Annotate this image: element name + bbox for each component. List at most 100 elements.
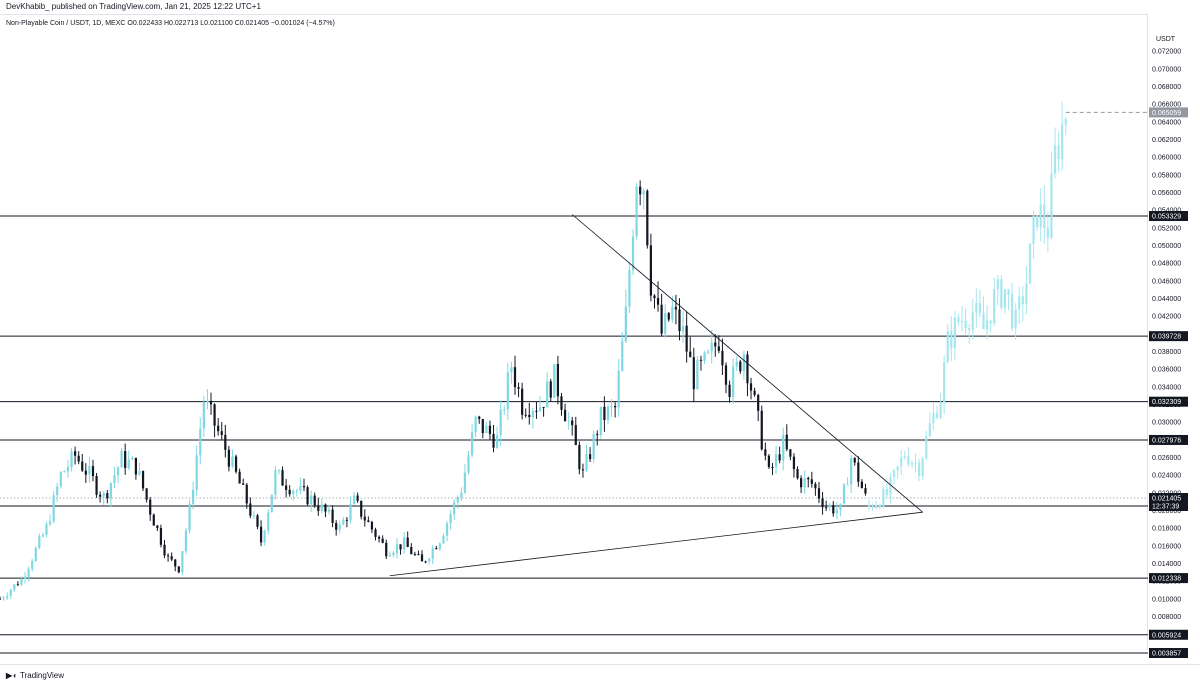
price-candle-body bbox=[445, 523, 449, 536]
price-candle-body bbox=[792, 456, 796, 470]
price-candle-body bbox=[281, 470, 284, 486]
trendline bbox=[389, 511, 923, 577]
price-candle-body bbox=[77, 455, 80, 462]
price-candle-body bbox=[134, 457, 138, 475]
price-candle-body bbox=[127, 459, 130, 468]
price-candle-body bbox=[760, 410, 763, 450]
chart-area[interactable]: 0.072000 0.070000 0.068000 0.066000 0.064000… bbox=[0, 14, 1188, 659]
price-candle-body bbox=[195, 455, 198, 490]
price-candle-body bbox=[449, 514, 452, 524]
projection-candle-body bbox=[975, 303, 978, 313]
price-candle-body bbox=[603, 406, 606, 420]
price-candle-body bbox=[338, 524, 341, 530]
projection-candle-body bbox=[921, 458, 924, 477]
trendline bbox=[571, 214, 923, 513]
projection-candle-body bbox=[928, 423, 931, 437]
price-candle-body bbox=[681, 325, 685, 332]
tradingview-logo[interactable]: ▶◖ TradingView bbox=[6, 671, 64, 680]
price-candle-body bbox=[138, 471, 141, 475]
price-candle-body bbox=[270, 494, 273, 513]
price-candle-body bbox=[192, 489, 195, 504]
price-candle-body bbox=[109, 483, 112, 499]
symbol-name: Non-Playable Coin / USDT, 1D, MEXC bbox=[6, 20, 126, 27]
countdown-tag: 12:37:39 bbox=[1152, 504, 1179, 511]
price-candle-body bbox=[292, 491, 295, 495]
symbol-legend: Non-Playable Coin / USDT, 1D, MEXC O0.02… bbox=[6, 20, 335, 27]
price-candle-body bbox=[38, 536, 41, 548]
price-candle-body bbox=[456, 497, 459, 503]
price-candle-body bbox=[170, 556, 173, 560]
price-candle-body bbox=[91, 466, 95, 477]
target-price-tag-bg bbox=[1149, 107, 1188, 118]
price-candle-body bbox=[141, 471, 145, 489]
price-candle-body bbox=[367, 520, 370, 522]
level-price-tag-bg bbox=[1149, 648, 1188, 659]
price-candle-body bbox=[327, 509, 331, 512]
price-candle-body bbox=[656, 298, 660, 305]
price-candle-body bbox=[399, 544, 402, 550]
price-candle-body bbox=[560, 396, 563, 410]
price-candle-body bbox=[710, 342, 713, 352]
price-candle-body bbox=[324, 504, 327, 512]
projection-candle-body bbox=[1028, 243, 1032, 284]
price-candle-body bbox=[453, 502, 456, 515]
price-candle-body bbox=[159, 528, 163, 545]
price-candle-body bbox=[692, 357, 695, 390]
price-candle-body bbox=[259, 526, 263, 543]
price-candle-body bbox=[184, 530, 188, 552]
projection-candle-body bbox=[910, 462, 914, 465]
price-candle-body bbox=[463, 472, 467, 493]
price-candle-body bbox=[467, 455, 470, 473]
current-price-tag: 0.021405 bbox=[1152, 496, 1181, 503]
price-chart[interactable]: 0.072000 0.070000 0.068000 0.066000 0.064000… bbox=[0, 15, 1200, 665]
price-candle-body bbox=[428, 558, 431, 562]
price-candle-body bbox=[306, 487, 309, 505]
price-candle-body bbox=[120, 451, 123, 468]
price-candle-body bbox=[624, 306, 627, 342]
price-candle-body bbox=[757, 394, 760, 411]
price-candle-body bbox=[274, 470, 277, 495]
price-candle-body bbox=[864, 488, 867, 494]
price-candle-body bbox=[6, 595, 9, 598]
price-candle-body bbox=[832, 505, 835, 514]
price-candle-body bbox=[599, 406, 602, 435]
price-candle-body bbox=[703, 352, 706, 361]
price-candle-body bbox=[524, 414, 527, 416]
price-candle-body bbox=[817, 488, 821, 499]
price-candle-body bbox=[478, 416, 481, 419]
projection-candle-body bbox=[882, 488, 885, 508]
projection-candle-body bbox=[960, 320, 964, 322]
price-candle-body bbox=[664, 313, 667, 334]
projection-candle-body bbox=[1036, 215, 1039, 228]
price-candle-body bbox=[553, 364, 556, 398]
price-candle-body bbox=[635, 186, 638, 237]
projection-candle-body bbox=[950, 330, 953, 348]
projection-candle-body bbox=[1018, 296, 1021, 310]
price-candle-body bbox=[799, 478, 803, 488]
price-candle-body bbox=[385, 542, 388, 557]
price-candle-body bbox=[81, 461, 84, 471]
projection-candle-body bbox=[985, 320, 989, 330]
price-candle-body bbox=[392, 552, 395, 556]
price-candle-body bbox=[231, 456, 234, 467]
level-price-tag-bg bbox=[1149, 331, 1188, 342]
price-candle-body bbox=[95, 476, 98, 495]
price-candle-body bbox=[510, 367, 513, 373]
price-candle-body bbox=[860, 481, 864, 489]
price-candle-body bbox=[563, 409, 567, 422]
price-candle-body bbox=[842, 484, 846, 504]
price-candle-body bbox=[174, 559, 177, 567]
projection-candle-body bbox=[1057, 145, 1060, 160]
price-candle-body bbox=[356, 495, 359, 501]
y-tick-label: 0.068000 bbox=[1152, 84, 1181, 91]
projection-candle-body bbox=[871, 505, 874, 509]
price-candle-body bbox=[460, 492, 463, 498]
price-candle-body bbox=[406, 537, 409, 547]
price-candle-body bbox=[124, 451, 127, 468]
ohlc-close: C0.021405 bbox=[234, 20, 270, 27]
price-candle-body bbox=[850, 458, 853, 485]
projection-candle-body bbox=[953, 317, 956, 348]
projection-candle-body bbox=[914, 462, 917, 464]
ohlc-low: L0.021100 bbox=[200, 20, 233, 27]
price-candle-body bbox=[342, 519, 345, 525]
